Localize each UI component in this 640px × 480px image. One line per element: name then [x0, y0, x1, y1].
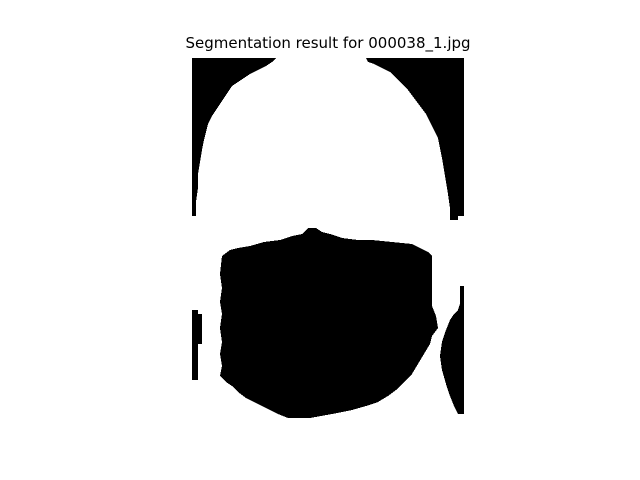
figure-title: Segmentation result for 000038_1.jpg	[0, 34, 640, 52]
segmentation-mask-image	[192, 58, 464, 420]
mask-left-strap-region	[192, 310, 198, 380]
mask-left-strap-tab	[198, 314, 202, 344]
